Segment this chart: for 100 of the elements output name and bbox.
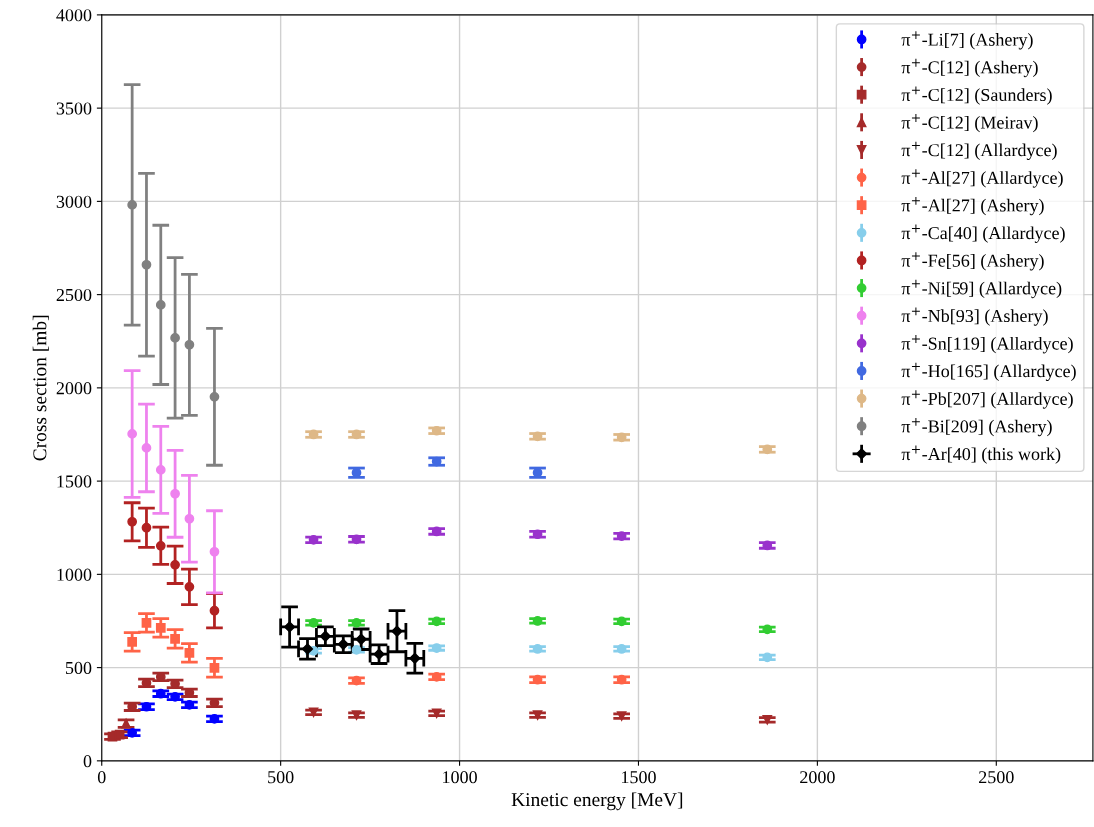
point bbox=[141, 701, 152, 712]
point bbox=[141, 443, 152, 453]
point bbox=[762, 444, 773, 455]
x-tick-label: 0 bbox=[97, 771, 106, 784]
legend-label: π$^{+}$-Li[7] (Ashery) bbox=[901, 31, 1033, 50]
y-tick-label: 1000 bbox=[57, 568, 92, 581]
point bbox=[532, 674, 543, 685]
point bbox=[391, 625, 403, 637]
point bbox=[616, 711, 627, 721]
point bbox=[616, 674, 627, 685]
y-tick-label: 0 bbox=[83, 755, 92, 768]
point bbox=[184, 581, 195, 592]
point bbox=[209, 391, 220, 402]
point bbox=[762, 624, 773, 635]
point bbox=[351, 429, 362, 440]
legend-label: π$^{+}$-Fe[56] (Ashery) bbox=[901, 252, 1044, 271]
point bbox=[308, 617, 319, 628]
point bbox=[532, 710, 543, 721]
point bbox=[155, 688, 166, 699]
y-axis-title: Cross section [mb] bbox=[32, 315, 49, 461]
point bbox=[431, 708, 442, 719]
legend-label: π$^{+}$-C[12] (Ashery) bbox=[901, 58, 1038, 78]
point bbox=[762, 714, 773, 725]
point bbox=[209, 605, 220, 616]
y-tick-label: 4000 bbox=[56, 9, 92, 22]
legend-label: π$^{+}$-Nb[93] (Ashery) bbox=[901, 307, 1048, 326]
point bbox=[127, 429, 138, 439]
point bbox=[209, 662, 220, 673]
point bbox=[308, 429, 319, 440]
point bbox=[141, 522, 152, 533]
point bbox=[431, 643, 442, 653]
point bbox=[127, 200, 138, 210]
point bbox=[155, 300, 166, 310]
point bbox=[184, 513, 195, 524]
y-tick-label: 3000 bbox=[56, 195, 92, 208]
legend-label: π$^{+}$-Bi[209] (Ashery) bbox=[901, 417, 1052, 437]
point bbox=[308, 707, 319, 718]
point bbox=[319, 630, 331, 642]
point bbox=[141, 617, 152, 628]
point bbox=[431, 425, 442, 436]
point bbox=[141, 259, 152, 270]
point bbox=[209, 714, 220, 724]
point bbox=[209, 546, 220, 557]
legend-label: π$^{+}$-Sn[119] (Allardyce) bbox=[901, 335, 1073, 354]
y-tick-label: 2500 bbox=[56, 288, 92, 302]
point bbox=[351, 534, 362, 545]
point bbox=[431, 526, 442, 537]
legend-label: π$^{+}$-C[12] (Saunders) bbox=[901, 86, 1052, 105]
point bbox=[532, 529, 543, 540]
x-tick-label: 1000 bbox=[443, 771, 477, 784]
point bbox=[431, 672, 442, 682]
legend-label: π$^{+}$-Ni[59] (Allardyce) bbox=[901, 279, 1062, 299]
x-tick-label: 500 bbox=[268, 771, 294, 784]
legend-label: π$^{+}$-Ho[165] (Allardyce) bbox=[901, 362, 1076, 382]
point bbox=[762, 540, 773, 551]
y-tick-label: 3500 bbox=[56, 102, 92, 115]
point bbox=[532, 431, 543, 442]
point bbox=[351, 645, 362, 655]
point bbox=[431, 456, 442, 467]
point bbox=[170, 488, 180, 499]
legend-label: π$^{+}$-Al[27] (Ashery) bbox=[901, 196, 1044, 216]
point bbox=[616, 616, 627, 627]
point bbox=[170, 559, 180, 570]
point bbox=[127, 636, 138, 647]
point bbox=[170, 333, 180, 343]
legend-label: π$^{+}$-Ca[40] (Allardyce) bbox=[901, 224, 1065, 243]
x-tick-label: 1500 bbox=[622, 771, 656, 784]
point bbox=[351, 675, 362, 686]
x-tick-label: 2000 bbox=[800, 771, 835, 784]
point bbox=[762, 652, 773, 663]
point bbox=[155, 623, 166, 633]
point bbox=[114, 729, 125, 740]
point bbox=[308, 534, 319, 545]
point bbox=[355, 633, 367, 645]
y-tick-label: 500 bbox=[65, 661, 92, 675]
legend-label: π$^{+}$-Ar[40] (this work) bbox=[901, 445, 1061, 464]
y-tick-label: 2000 bbox=[56, 382, 92, 395]
point bbox=[127, 728, 138, 738]
point bbox=[431, 616, 442, 627]
legend-label: π$^{+}$-Al[27] (Allardyce) bbox=[901, 169, 1063, 188]
point bbox=[351, 710, 362, 721]
legend-label: π$^{+}$-C[12] (Meirav) bbox=[901, 114, 1038, 133]
point bbox=[184, 339, 195, 350]
point bbox=[409, 652, 421, 664]
point bbox=[184, 648, 195, 658]
legend-label: π$^{+}$-C[12] (Allardyce) bbox=[901, 141, 1057, 161]
y-tick-label: 1500 bbox=[57, 475, 92, 488]
point bbox=[127, 516, 138, 527]
point bbox=[616, 531, 627, 541]
point bbox=[532, 616, 543, 626]
point bbox=[337, 638, 349, 650]
legend-label: π$^{+}$-Pb[207] (Allardyce) bbox=[901, 390, 1073, 409]
x-tick-label: 2500 bbox=[979, 771, 1014, 784]
point bbox=[616, 432, 627, 443]
x-axis-title: Kinetic energy [MeV] bbox=[511, 792, 683, 811]
point bbox=[155, 465, 166, 475]
point bbox=[351, 617, 362, 628]
point bbox=[155, 540, 166, 551]
point bbox=[616, 644, 627, 654]
point bbox=[532, 644, 543, 654]
